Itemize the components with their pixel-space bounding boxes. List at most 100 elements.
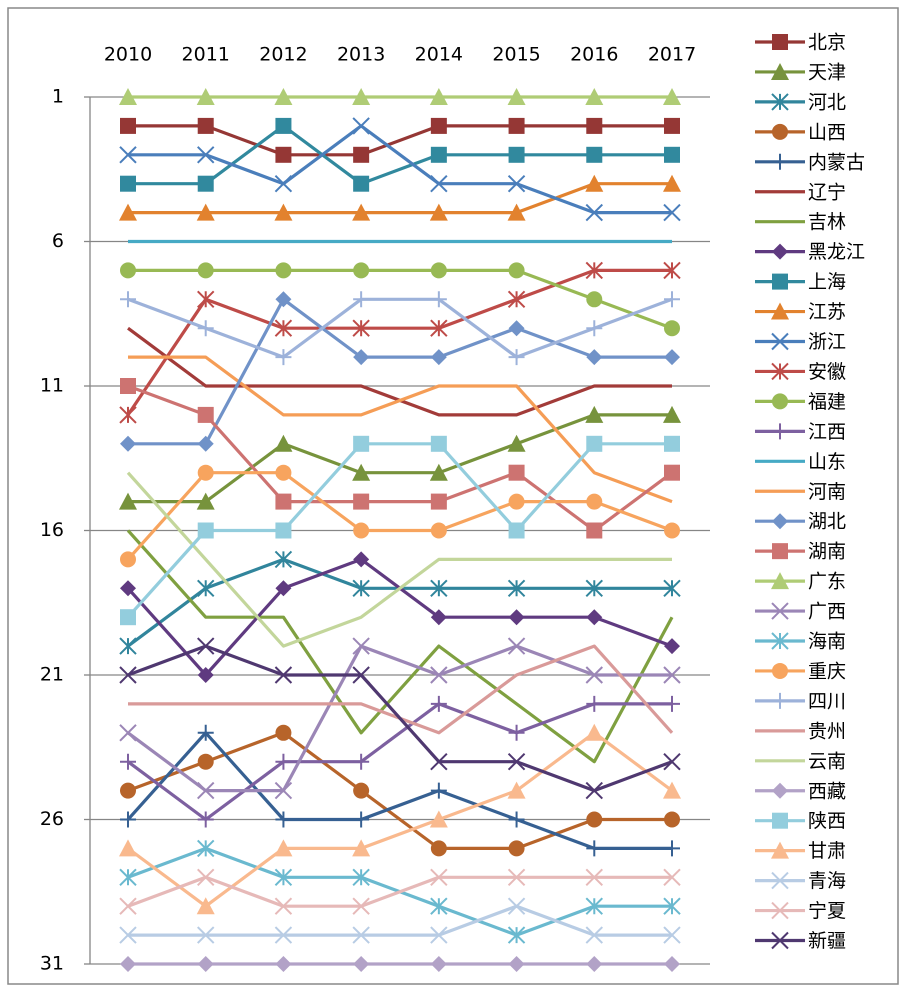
marker [120, 117, 136, 134]
x-tick-label: 2013 [337, 44, 385, 66]
marker [352, 926, 370, 944]
marker [119, 492, 137, 510]
series-line [128, 268, 673, 330]
marker [353, 146, 370, 163]
legend-marker [771, 93, 789, 111]
y-tick-label: 11 [40, 375, 64, 397]
marker [275, 262, 292, 279]
marker [664, 956, 680, 972]
legend-label: 甘肃 [808, 840, 846, 862]
y-tick-label: 21 [40, 664, 64, 686]
series-line [127, 644, 673, 793]
marker [585, 781, 603, 800]
series [126, 529, 674, 764]
marker [586, 117, 603, 134]
marker [119, 637, 137, 655]
marker [352, 897, 370, 915]
y-tick-label: 1 [52, 86, 64, 108]
marker [197, 579, 215, 598]
x-tick-label: 2011 [182, 44, 230, 66]
legend-marker [771, 572, 789, 590]
marker [275, 753, 292, 770]
marker [353, 291, 370, 308]
series-line [128, 124, 672, 215]
series [119, 261, 681, 424]
legend-marker [772, 692, 788, 709]
legend-marker [772, 543, 788, 560]
series-line [126, 471, 672, 648]
marker [507, 637, 526, 655]
marker [352, 637, 370, 655]
marker [197, 753, 214, 770]
legend-label: 江西 [808, 421, 846, 443]
legend-marker [771, 602, 789, 620]
marker [120, 378, 136, 394]
legend-label: 内蒙古 [808, 151, 865, 173]
marker [507, 174, 526, 193]
marker [508, 493, 525, 510]
legend-marker [772, 153, 788, 170]
marker [197, 320, 214, 337]
marker [507, 926, 526, 944]
legend-label: 辽宁 [808, 181, 846, 203]
marker [507, 290, 526, 309]
marker [119, 724, 137, 742]
marker [197, 290, 215, 309]
marker [120, 956, 136, 972]
marker [119, 146, 137, 164]
marker [507, 88, 526, 105]
marker [663, 203, 681, 222]
marker [586, 146, 603, 163]
marker [274, 88, 293, 105]
marker [663, 174, 681, 192]
marker [119, 897, 137, 915]
marker [663, 781, 681, 799]
marker [353, 522, 370, 539]
marker [508, 464, 525, 481]
marker [429, 810, 448, 828]
marker [120, 262, 136, 279]
series-line [127, 875, 672, 908]
marker [352, 117, 370, 135]
marker [585, 723, 604, 741]
marker [197, 175, 214, 192]
marker [663, 897, 681, 915]
series [119, 405, 681, 510]
y-tick-label: 16 [40, 519, 64, 541]
marker [430, 868, 448, 887]
marker [507, 781, 526, 799]
marker [274, 781, 293, 800]
marker [586, 956, 603, 972]
legend-marker [771, 871, 789, 890]
series-line [128, 182, 672, 215]
series [120, 117, 680, 192]
legend-marker [771, 841, 789, 859]
series-line [126, 471, 673, 561]
marker [275, 493, 292, 510]
legend-label: 贵州 [808, 720, 846, 742]
marker [586, 493, 603, 510]
series [120, 435, 680, 626]
marker [507, 752, 526, 771]
legend-marker [771, 332, 789, 351]
marker [586, 291, 603, 308]
marker [663, 579, 681, 598]
marker [274, 666, 293, 684]
marker [586, 811, 603, 828]
marker [430, 174, 448, 193]
marker [352, 579, 370, 598]
marker [275, 811, 292, 828]
marker [197, 956, 214, 972]
series-line [127, 297, 673, 359]
series [120, 724, 680, 857]
marker [429, 463, 448, 481]
series [119, 637, 681, 800]
marker [119, 203, 137, 221]
series [119, 637, 681, 800]
marker [586, 695, 603, 712]
marker [508, 840, 525, 857]
marker [196, 203, 215, 221]
marker [197, 839, 215, 858]
marker [429, 88, 448, 105]
legend-label: 海南 [808, 631, 846, 653]
